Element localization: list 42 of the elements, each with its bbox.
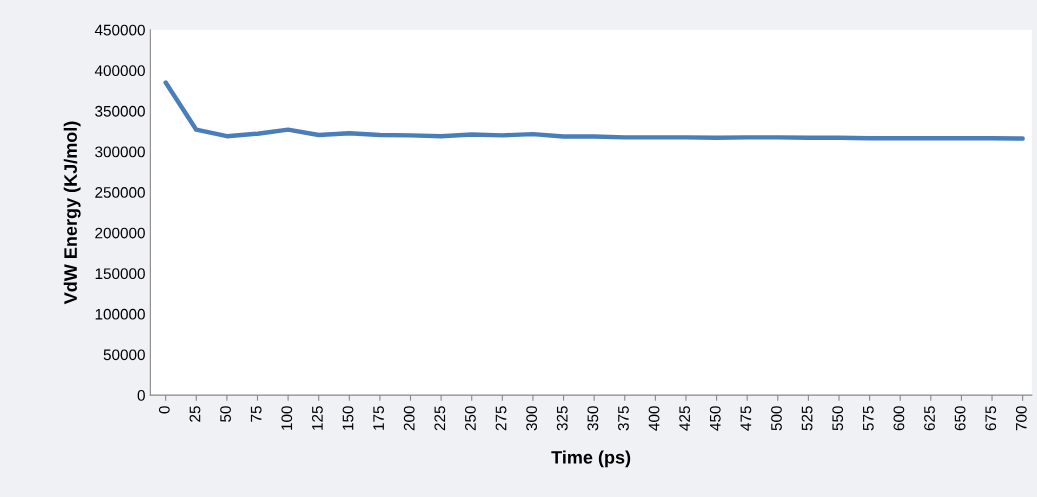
x-tick-label: 600 [893, 406, 905, 431]
y-tick-label: 450000 [94, 24, 145, 36]
y-tick-label: 400000 [94, 65, 145, 77]
y-tick-label: 50000 [103, 349, 145, 361]
y-tick-label: 300000 [95, 146, 145, 158]
x-tick-label: 50 [220, 406, 231, 422]
line-series [163, 80, 1025, 141]
x-tick-label: 425 [679, 406, 691, 431]
x-tick-label: 350 [587, 406, 599, 431]
x-tick-label: 0 [158, 406, 170, 414]
x-tick-label: 500 [771, 406, 782, 431]
x-tick-label: 300 [526, 406, 538, 431]
y-tick-label: 350000 [95, 105, 145, 117]
x-tick-label: 575 [863, 406, 874, 431]
x-tick-label: 225 [434, 406, 446, 431]
x-tick-label: 650 [954, 406, 966, 431]
x-tick-label: 625 [924, 406, 935, 431]
x-axis-title: Time (ps) [551, 450, 631, 468]
x-tick-label: 125 [311, 406, 323, 430]
y-axis-title: VdW Energy (KJ/mol) [63, 121, 81, 305]
x-tick-label: 700 [1015, 406, 1027, 431]
x-tick-label: 200 [403, 406, 415, 431]
y-tick-label: 100000 [95, 308, 145, 320]
y-tick-label: 0 [137, 389, 145, 401]
x-tick-label: 475 [740, 406, 752, 431]
x-tick-label: 375 [618, 406, 629, 431]
y-tick-label: 250000 [95, 187, 145, 198]
y-tick-label: 200000 [95, 227, 145, 239]
x-tick-label: 150 [342, 406, 354, 430]
x-tick-label: 75 [250, 406, 262, 422]
x-tick-label: 325 [556, 406, 568, 431]
x-tick-label: 550 [832, 406, 844, 431]
x-tick-label: 275 [495, 406, 507, 431]
x-tick-label: 175 [373, 406, 385, 430]
x-tick-label: 400 [648, 406, 660, 431]
y-tick-label: 150000 [95, 268, 145, 280]
x-tick-label: 525 [801, 406, 813, 431]
x-tick-label: 250 [465, 406, 476, 431]
x-tick-label: 25 [189, 406, 201, 422]
x-tick-label: 675 [985, 406, 997, 431]
x-tick-label: 100 [281, 406, 293, 430]
x-tick-label: 450 [709, 406, 721, 431]
